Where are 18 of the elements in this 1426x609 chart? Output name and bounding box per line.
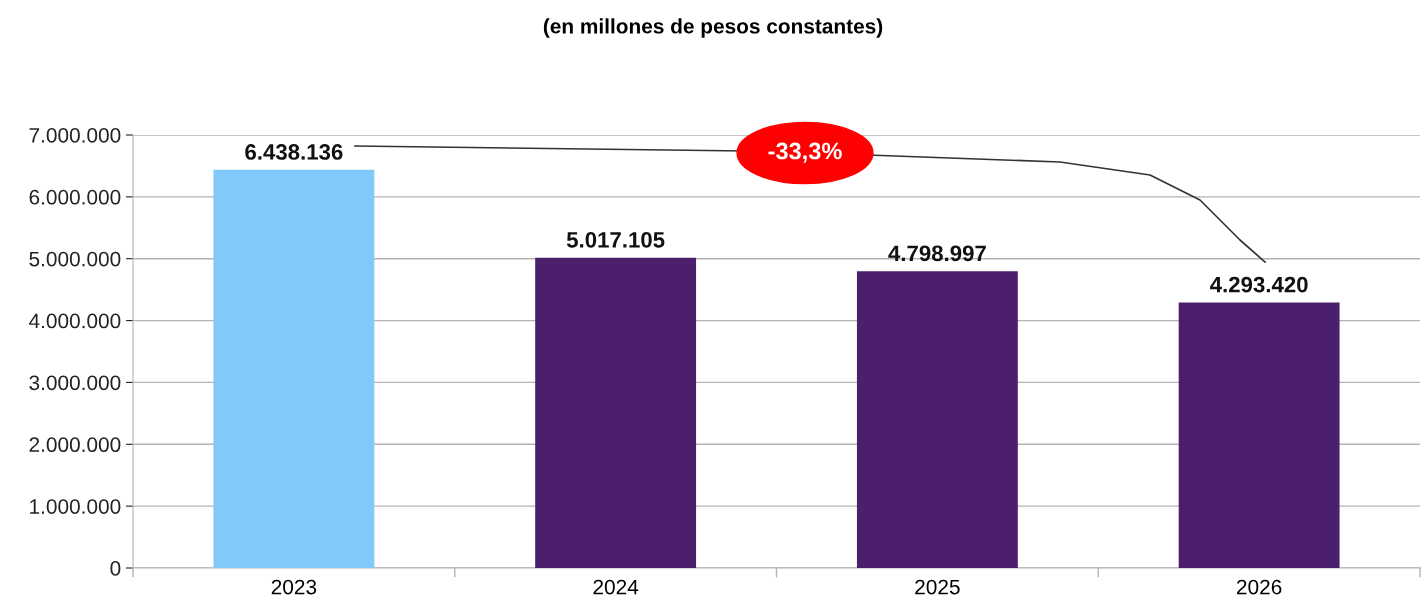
- x-tick-label: 2025: [915, 579, 960, 595]
- annotation: -33,3%: [768, 142, 842, 163]
- y-tick-label: 5.000.000: [29, 251, 121, 267]
- data-label: 4.798.997: [888, 245, 986, 262]
- data-label: 5.017.105: [566, 231, 665, 248]
- y-tick-label: 7.000.000: [29, 128, 121, 143]
- data-label: 4.293.420: [1210, 276, 1308, 293]
- x-tick-label: 2024: [593, 579, 639, 595]
- y-tick-label: 3.000.000: [29, 375, 121, 391]
- y-tick-label: 1.000.000: [30, 499, 121, 514]
- y-tick-label: 4.000.000: [29, 313, 121, 329]
- y-tick-label: 2.000.000: [29, 437, 121, 453]
- chart-title: (en millones de pesos constantes): [543, 18, 883, 38]
- x-tick-label: 2026: [1237, 579, 1282, 595]
- data-label: 6.438.136: [245, 144, 343, 160]
- x-tick-label: 2023: [271, 579, 317, 595]
- y-tick-label: 0: [110, 561, 121, 576]
- y-tick-label: 6.000.000: [29, 189, 121, 205]
